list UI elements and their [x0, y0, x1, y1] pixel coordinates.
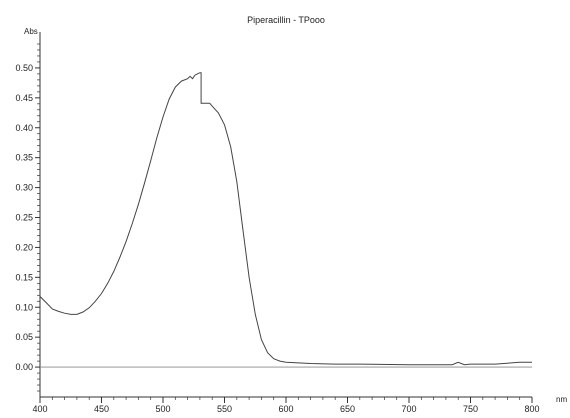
y-tick-label: 0.10: [15, 302, 33, 312]
y-tick-label: 0.35: [15, 153, 33, 163]
y-tick-label: 0.05: [15, 332, 33, 342]
x-tick-label: 600: [278, 404, 293, 414]
x-axis-title: nm: [556, 395, 567, 404]
x-tick-label: 650: [340, 404, 355, 414]
x-tick-label: 750: [463, 404, 478, 414]
y-tick-label: 0.00: [15, 362, 33, 372]
chart-title: Piperacillin - TPooo: [247, 15, 325, 25]
y-tick-label: 0.15: [15, 272, 33, 282]
y-axis-title: Abs: [24, 27, 38, 36]
x-tick-label: 450: [94, 404, 109, 414]
y-tick-label: 0.20: [15, 242, 33, 252]
y-tick-label: 0.30: [15, 183, 33, 193]
y-tick-label: 0.50: [15, 63, 33, 73]
y-tick-label: 0.25: [15, 213, 33, 223]
x-tick-label: 500: [155, 404, 170, 414]
axes: 0.00 0.05 0.10 0.15 0.20 0.25 0.30 0.35 0.40 0.45…: [15, 32, 540, 414]
series-layer: [39, 72, 532, 368]
x-tick-label: 800: [524, 404, 539, 414]
x-tick-label: 700: [401, 404, 416, 414]
absorbance-line: [39, 72, 532, 366]
y-tick-label: 0.45: [15, 93, 33, 103]
x-tick-label: 550: [217, 404, 232, 414]
y-tick-label: 0.40: [15, 123, 33, 133]
x-tick-label: 400: [32, 404, 47, 414]
